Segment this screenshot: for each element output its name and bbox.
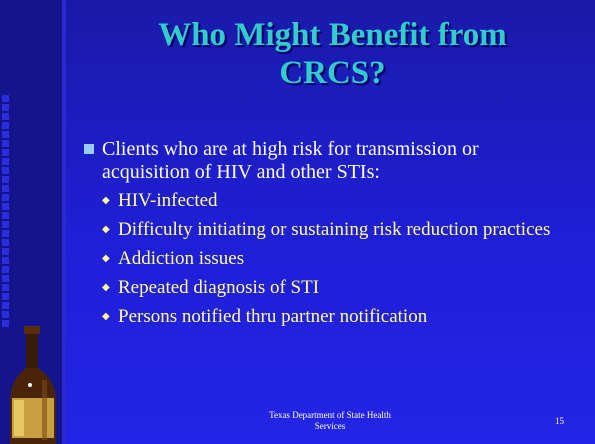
- page-number: 15: [555, 416, 564, 426]
- title-line: CRCS?: [70, 54, 595, 92]
- slide-title: Who Might Benefit from CRCS?: [70, 16, 595, 92]
- slide: Who Might Benefit from CRCS? Clients who…: [0, 0, 595, 444]
- page: Who Might Benefit from CRCS? Clients who…: [0, 0, 595, 444]
- sub-bullet: Persons notified thru partner notificati…: [102, 306, 570, 328]
- sub-bullet: Difficulty initiating or sustaining risk…: [102, 219, 570, 241]
- sub-bullet: Repeated diagnosis of STI: [102, 277, 570, 299]
- bullet: Clients who are at high risk for transmi…: [80, 138, 570, 184]
- sub-bullet: Addiction issues: [102, 248, 570, 270]
- sub-bullet-list: HIV-infected Difficulty initiating or sus…: [80, 190, 570, 328]
- sub-bullet: HIV-infected: [102, 190, 570, 212]
- footer: Texas Department of State Health Service…: [255, 410, 405, 432]
- title-line: Who Might Benefit from: [70, 16, 595, 54]
- decoration-strip: [0, 0, 70, 444]
- slide-body: Clients who are at high risk for transmi…: [80, 138, 570, 335]
